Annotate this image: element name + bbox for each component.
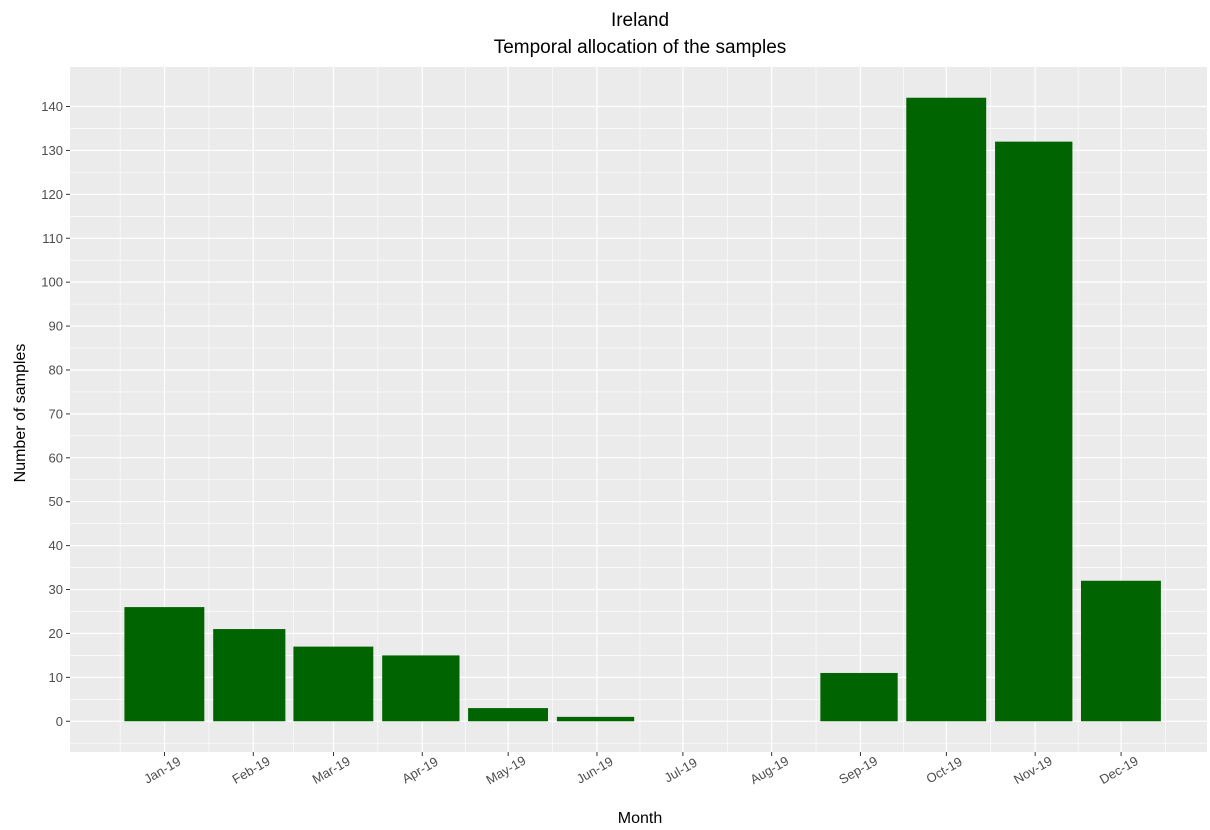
y-tick-label: 140 [41,99,63,114]
bar-oct-19 [906,97,987,722]
y-tick-label: 50 [49,494,63,509]
bar-mar-19 [293,646,374,722]
y-tick-label: 100 [41,275,63,290]
x-tick-label: Mar-19 [310,753,353,787]
y-tick-label: 130 [41,143,63,158]
x-tick-label: Dec-19 [1097,753,1141,787]
x-tick-label: Oct-19 [923,754,964,786]
x-tick-label: Jun-19 [574,754,616,787]
x-tick-label: May-19 [483,753,528,788]
y-tick-label: 110 [42,231,63,246]
y-tick-label: 0 [56,714,63,729]
x-tick-label: Jul-19 [662,755,700,786]
bars [124,97,1161,722]
y-tick-label: 30 [49,582,63,597]
chart-title: Ireland [611,10,669,31]
y-tick-label: 70 [49,406,63,421]
y-axis-title: Number of samples [12,344,29,483]
x-tick-label: Nov-19 [1011,753,1055,787]
y-tick-label: 60 [49,450,63,465]
x-tick-label: Aug-19 [748,753,792,787]
chart-subtitle: Temporal allocation of the samples [494,37,787,58]
x-tick-label: Jan-19 [141,754,183,787]
bar-sep-19 [820,672,898,722]
y-tick-label: 90 [49,319,63,334]
y-tick-label: 120 [41,187,63,202]
bar-jun-19 [556,716,635,722]
y-tick-label: 20 [49,626,63,641]
y-tick-label: 80 [49,362,63,377]
x-tick-label: Apr-19 [399,754,440,787]
y-tick-label: 40 [49,538,63,553]
x-tick-label: Sep-19 [836,753,880,787]
bar-may-19 [468,708,548,722]
y-axis: 0 10 20 30 40 50 60 70 80 90 100 110 120 130 140 [41,99,70,729]
x-tick-label: Feb-19 [229,753,272,787]
bar-jan-19 [124,607,205,722]
bar-nov-19 [995,141,1073,722]
y-tick-label: 10 [49,670,63,685]
x-axis-title: Month [618,810,662,827]
bar-dec-19 [1080,580,1161,722]
bar-apr-19 [382,655,460,722]
bar-feb-19 [213,629,286,722]
x-axis: Jan-19 Feb-19 Mar-19 Apr-19 May-19 Jun-19 Jul-… [141,752,1141,788]
